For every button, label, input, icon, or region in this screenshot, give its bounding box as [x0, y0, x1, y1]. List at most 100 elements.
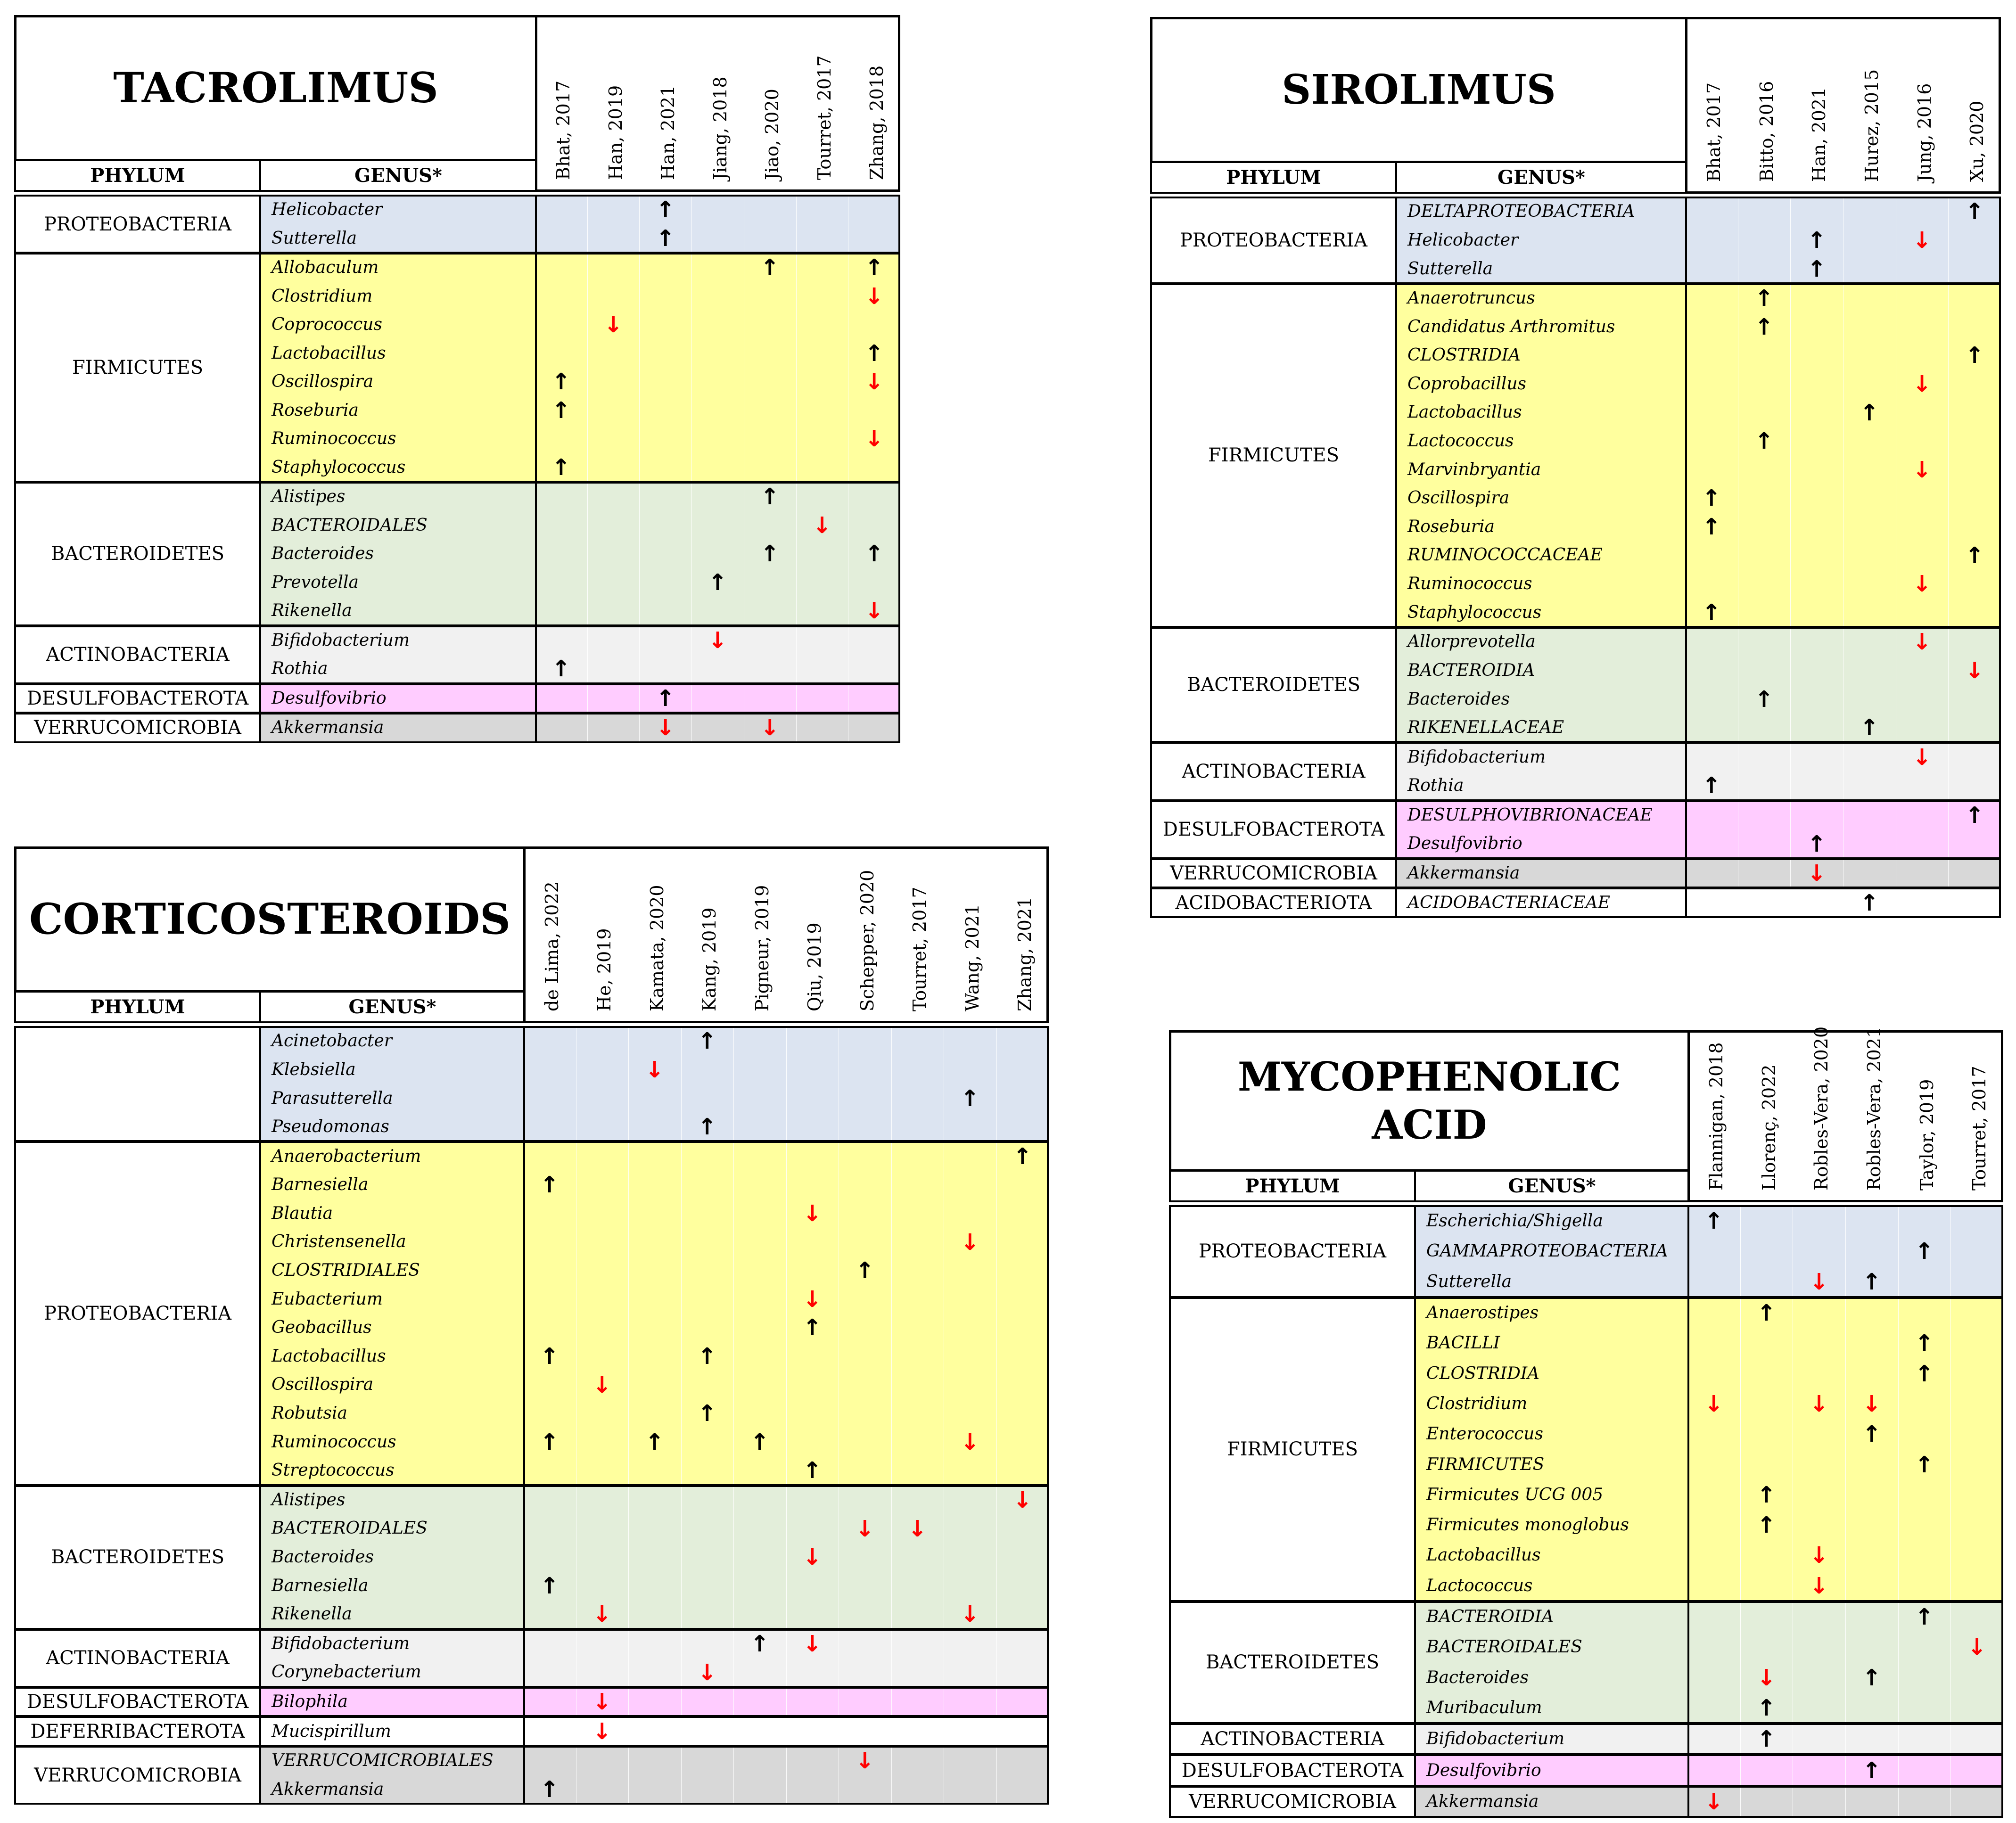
column-separator	[786, 1028, 787, 1141]
arrow-down-icon: ↓	[1912, 629, 1932, 656]
phylum-name: DEFERRIBACTEROTA	[30, 1720, 245, 1742]
genus-name: Staphylococcus	[272, 457, 406, 477]
phylum-name: BACTEROIDETES	[50, 543, 225, 565]
arrow-down-icon: ↓	[1912, 227, 1932, 254]
phylum-cell: BACTEROIDETES	[14, 1485, 261, 1630]
column-separator	[1845, 1298, 1846, 1600]
genus-name: Muribaculum	[1426, 1698, 1542, 1717]
column-separator	[1740, 1787, 1741, 1816]
arrow-up-icon: ↑	[1965, 542, 1984, 569]
column-separator	[733, 1688, 734, 1716]
phylum-cell: VERRUCOMICROBIA	[1169, 1785, 1416, 1818]
arrow-up-icon: ↑	[760, 255, 780, 281]
phylum-cell: PROTEOBACTERIA	[14, 1141, 261, 1486]
arrow-up-icon: ↑	[698, 1400, 717, 1427]
genus-name: RIKENELLACEAE	[1407, 718, 1564, 738]
study-label: Xu, 2020	[1967, 100, 1988, 182]
study-label: Robles-Vera, 2020	[1811, 1026, 1832, 1191]
arrow-up-icon: ↑	[1862, 1268, 1881, 1295]
genus-name: Akkermansia	[272, 718, 384, 738]
phylum-cell: VERRUCOMICROBIA	[14, 1746, 261, 1805]
genus-column: Mucispirillum	[259, 1716, 525, 1747]
study-label: Qiu, 2019	[804, 922, 825, 1011]
column-separator	[796, 685, 797, 712]
genus-name: Geobacillus	[272, 1318, 372, 1338]
column-separator	[691, 627, 692, 682]
arrow-down-icon: ↓	[803, 1544, 822, 1571]
genus-name: Allorprevotella	[1407, 632, 1536, 652]
study-label: Han, 2021	[657, 85, 678, 180]
arrow-down-icon: ↓	[855, 1748, 874, 1774]
column-separator	[786, 1486, 787, 1628]
genus-name: DELTAPROTEOBACTERIA	[1407, 202, 1635, 222]
column-separator	[639, 484, 640, 624]
column-separator	[639, 627, 640, 682]
genus-name: Desulfovibrio	[1407, 834, 1522, 854]
column-separator	[1948, 198, 1949, 282]
phylum-name: PROTEOBACTERIA	[1179, 229, 1368, 251]
study-label: Zhang, 2021	[1014, 896, 1036, 1011]
title-line: MYCOPHENOLIC	[1237, 1053, 1621, 1100]
arrow-down-icon: ↓	[803, 1630, 822, 1657]
phylum-cell: ACTINOBACTERIA	[1169, 1723, 1416, 1756]
title-line: CORTICOSTEROIDS	[29, 894, 511, 944]
arrow-down-icon: ↓	[1912, 370, 1932, 397]
genus-name: Ruminococcus	[1407, 574, 1532, 594]
study-label: Tourret, 2017	[814, 55, 835, 180]
genus-name: Anaerobacterium	[272, 1146, 421, 1166]
study-header: Bhat, 2017 Bitto, 2016 Han, 2021 Hurez, 201…	[1685, 17, 2001, 194]
phylum-name: DESULFOBACTEROTA	[26, 1691, 249, 1713]
genus-name: BACTEROIDALES	[272, 1519, 428, 1538]
genus-name: Parasutterella	[272, 1088, 393, 1108]
arrow-up-icon: ↑	[750, 1630, 769, 1657]
title-line: TACROLIMUS	[113, 63, 438, 113]
column-separator	[891, 1486, 892, 1628]
genus-column: Bifidobacterium Rothia	[1395, 742, 1687, 801]
genus-name: Klebsiella	[272, 1059, 356, 1079]
genus-name: Bifidobacterium	[272, 1634, 410, 1653]
genus-name: BACTEROIDIA	[1407, 660, 1535, 680]
arrow-up-icon: ↑	[540, 1572, 559, 1599]
arrow-down-icon: ↓	[812, 512, 832, 539]
genus-name: Pseudomonas	[272, 1117, 389, 1137]
genus-column: Bifidobacterium Rothia	[259, 625, 537, 684]
column-separator	[996, 1718, 997, 1745]
column-separator	[1740, 1725, 1741, 1754]
study-label: Robles-Vera, 2021	[1863, 1026, 1884, 1191]
genus-column: DELTAPROTEOBACTERIA Helicobacter Sutterell…	[1395, 197, 1687, 284]
arrow-up-icon: ↑	[1915, 1330, 1934, 1357]
arrow-up-icon: ↑	[1702, 485, 1721, 512]
panel-title: CORTICOSTEROIDS	[14, 846, 526, 993]
genus-name: BACILLI	[1426, 1333, 1500, 1353]
arrow-down-icon: ↓	[1810, 1572, 1829, 1599]
genus-name: Clostridium	[272, 286, 373, 306]
arrow-down-icon: ↓	[1810, 1390, 1829, 1417]
genus-name: Sutterella	[1407, 259, 1493, 279]
arrow-up-icon: ↑	[708, 569, 727, 596]
arrow-up-icon: ↑	[656, 197, 675, 223]
arrow-down-icon: ↓	[864, 283, 884, 310]
arrow-up-icon: ↑	[1965, 342, 1984, 369]
arrow-down-icon: ↓	[708, 627, 727, 654]
study-label: Jung, 2016	[1914, 83, 1935, 182]
arrow-down-icon: ↓	[698, 1659, 717, 1686]
study-label: Hurez, 2015	[1861, 69, 1882, 182]
column-separator	[733, 1630, 734, 1686]
genus-name: Oscillospira	[272, 1375, 374, 1395]
column-separator	[1898, 1298, 1899, 1600]
column-separator	[1845, 1787, 1846, 1816]
genus-column: VERRUCOMICROBIALES Akkermansia	[259, 1746, 525, 1805]
genus-name: Eubacterium	[272, 1289, 383, 1309]
phylum-name: DESULFOBACTEROTA	[26, 687, 249, 709]
column-separator	[733, 1718, 734, 1745]
phylum-name: PROTEOBACTERIA	[43, 1302, 232, 1324]
genus-header: GENUS*	[1395, 161, 1687, 194]
phylum-name: ACIDOBACTERIOTA	[1175, 892, 1372, 914]
genus-name: Lactococcus	[1407, 431, 1514, 451]
arrow-up-icon: ↑	[750, 1429, 769, 1455]
genus-name: Bacteroides	[1407, 689, 1510, 709]
genus-column: Anaerostipes BACILLI CLOSTRIDIA Clostridium…	[1414, 1297, 1689, 1602]
phylum-cell: ACTINOBACTERIA	[14, 625, 261, 684]
arrow-up-icon: ↑	[864, 541, 884, 567]
genus-header: GENUS*	[259, 991, 526, 1023]
